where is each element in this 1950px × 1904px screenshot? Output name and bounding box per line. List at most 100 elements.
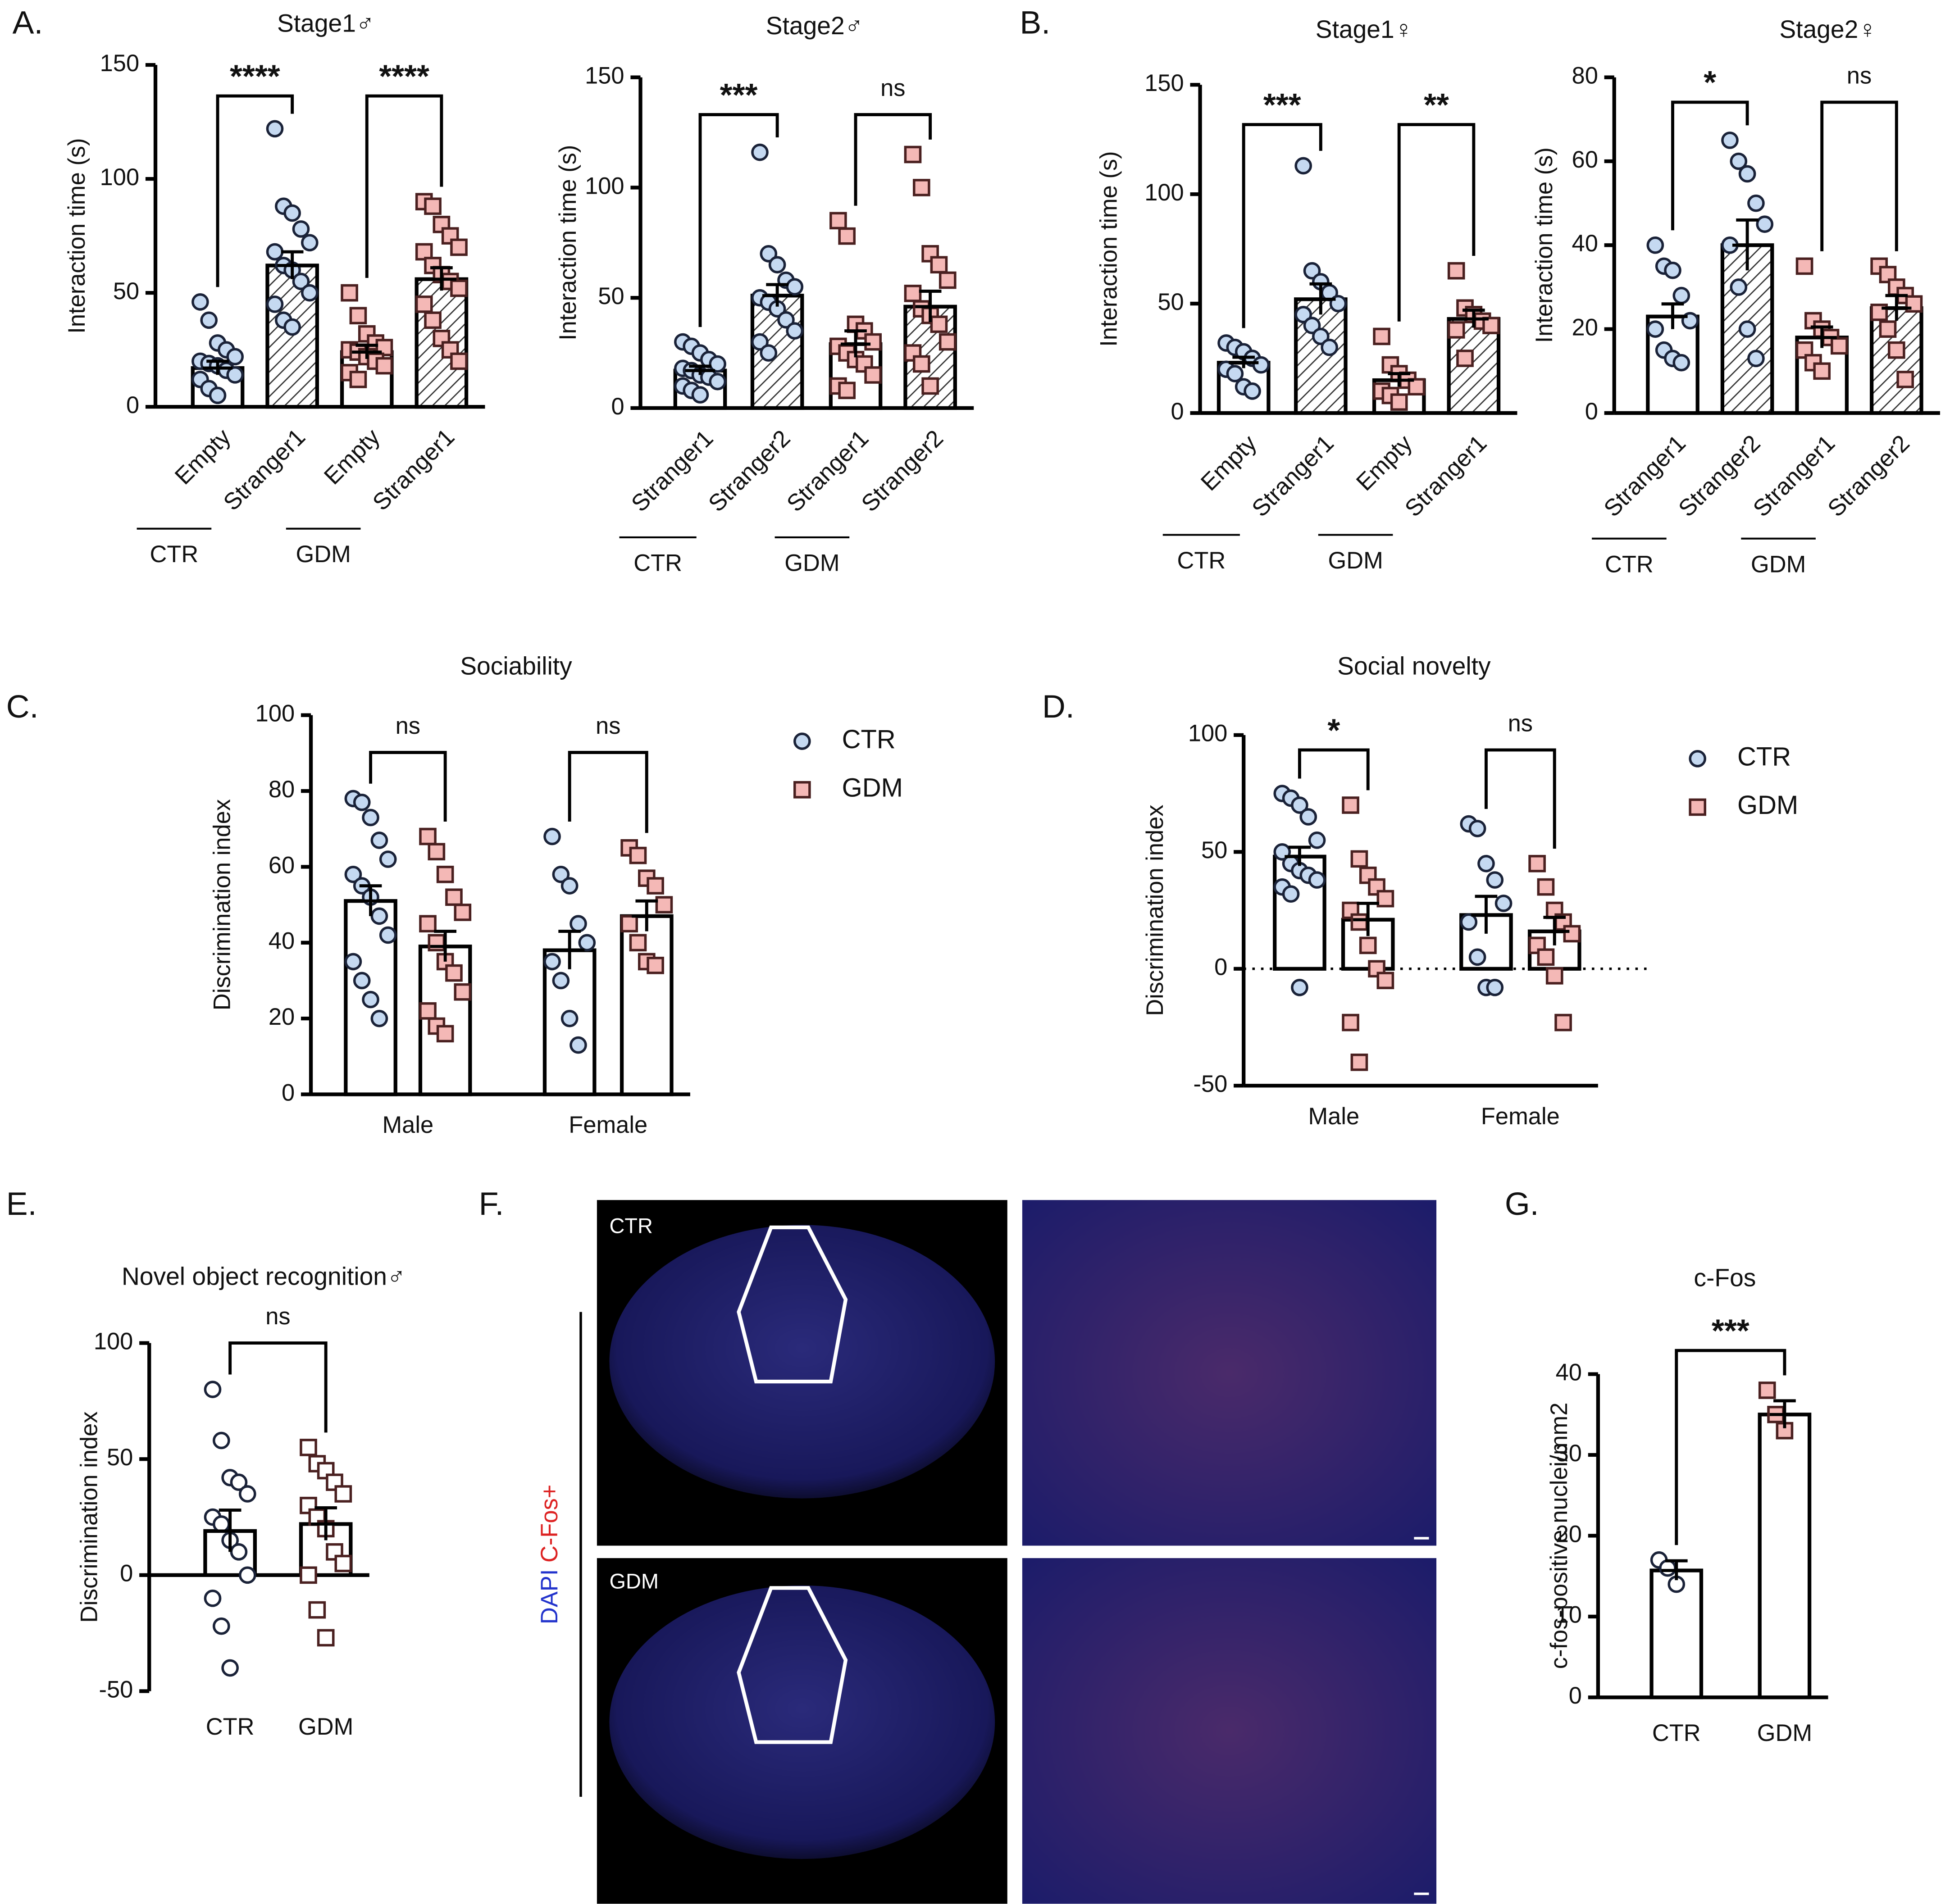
brain-section: [609, 1585, 995, 1859]
y-tick-label: 0: [1585, 399, 1598, 425]
data-point: [709, 373, 726, 391]
data-point: [379, 850, 397, 868]
data-point: [786, 322, 804, 340]
data-point: [238, 1566, 256, 1584]
data-point: [1359, 936, 1377, 954]
data-point: [904, 285, 922, 302]
legend-label: GDM: [1737, 791, 1798, 820]
data-point: [266, 120, 284, 138]
data-point: [552, 865, 570, 883]
data-point: [379, 926, 397, 944]
x-tick-label: Stranger2: [704, 425, 796, 517]
data-point: [1308, 871, 1326, 889]
data-point: [760, 344, 778, 362]
x-tick-label: Stranger1: [1247, 430, 1339, 522]
y-tick-label: 40: [1572, 231, 1598, 257]
data-point: [362, 991, 379, 1009]
legend-label: GDM: [842, 774, 903, 803]
roi: [737, 1225, 848, 1384]
y-tick-label: 40: [1556, 1359, 1582, 1386]
data-point: [212, 1431, 230, 1450]
data-point: [1342, 1013, 1359, 1032]
data-point: [344, 953, 362, 971]
x-tick-label: Empty: [1196, 430, 1262, 496]
data-point: [655, 896, 673, 913]
data-point: [1537, 948, 1555, 966]
x-tick-label: CTR: [1652, 1720, 1701, 1746]
legend-label: CTR: [1737, 743, 1791, 772]
significance-bracket: [1484, 748, 1556, 849]
data-point: [230, 1543, 248, 1561]
data-point: [1563, 925, 1581, 943]
data-point: [353, 793, 371, 811]
data-point: [283, 318, 301, 336]
y-tick-label: 50: [1157, 289, 1184, 315]
brain-section: [609, 1225, 995, 1499]
data-point: [1456, 350, 1474, 367]
data-point: [1672, 354, 1690, 372]
data-point: [454, 904, 472, 921]
legend-marker: [1689, 750, 1706, 768]
group-label: CTR: [1605, 551, 1654, 577]
data-point: [450, 279, 468, 297]
data-point: [226, 348, 244, 366]
stain-label: DAPI C-Fos+: [537, 1485, 563, 1624]
data-point: [1408, 378, 1426, 395]
data-point: [1303, 317, 1321, 334]
data-point: [445, 888, 463, 906]
data-point: [1226, 365, 1244, 382]
y-tick-label: 0: [282, 1080, 295, 1106]
group-label: CTR: [1177, 548, 1226, 574]
significance-label: ns: [1508, 711, 1533, 737]
data-point: [1664, 261, 1681, 279]
data-point: [1831, 337, 1848, 355]
data-point: [450, 352, 468, 370]
data-point: [768, 256, 786, 274]
significance-label: ***: [720, 77, 758, 113]
data-point: [543, 827, 561, 845]
y-axis-label: Discrimination index: [210, 799, 236, 1010]
data-point: [317, 1629, 335, 1647]
data-point: [1460, 913, 1478, 931]
significance-label: ns: [396, 713, 420, 739]
data-point: [1795, 257, 1813, 275]
y-tick-label: 10: [1556, 1602, 1582, 1628]
x-tick-label: Stranger1: [368, 424, 460, 516]
x-tick-label: Empty: [1352, 430, 1418, 496]
data-point: [647, 877, 664, 895]
significance-label: **: [1424, 87, 1449, 123]
data-point: [1747, 350, 1765, 368]
data-point: [370, 832, 388, 849]
y-tick-label: 50: [113, 278, 139, 304]
significance-bracket: [1298, 748, 1370, 791]
data-point: [308, 1601, 326, 1619]
significance-bracket: [216, 94, 294, 287]
data-point: [370, 907, 388, 925]
data-point: [221, 1659, 239, 1677]
data-point: [904, 145, 922, 164]
data-point: [570, 1036, 587, 1054]
data-point: [560, 1009, 579, 1027]
data-point: [375, 357, 393, 375]
data-point: [450, 238, 468, 256]
data-point: [1312, 327, 1330, 345]
group-label: GDM: [1751, 551, 1806, 577]
x-tick-label: Empty: [170, 424, 236, 490]
chart-title: c-Fos: [1694, 1263, 1756, 1291]
data-point: [751, 333, 769, 351]
chart-title: Novel object recognition♂: [122, 1263, 405, 1291]
data-point: [930, 256, 948, 274]
data-point: [1376, 890, 1394, 908]
y-axis-label: Discrimination index: [1142, 804, 1168, 1016]
roi: [737, 1586, 848, 1744]
legend-marker: [793, 732, 811, 750]
y-tick-label: 50: [107, 1445, 133, 1471]
data-point: [1282, 885, 1300, 903]
data-point: [1321, 338, 1338, 356]
data-point: [238, 1485, 256, 1503]
data-point: [334, 1485, 352, 1503]
data-point: [1879, 320, 1897, 338]
x-tick-label: Male: [383, 1112, 434, 1138]
y-axis-label: Interaction time (s): [555, 145, 581, 341]
